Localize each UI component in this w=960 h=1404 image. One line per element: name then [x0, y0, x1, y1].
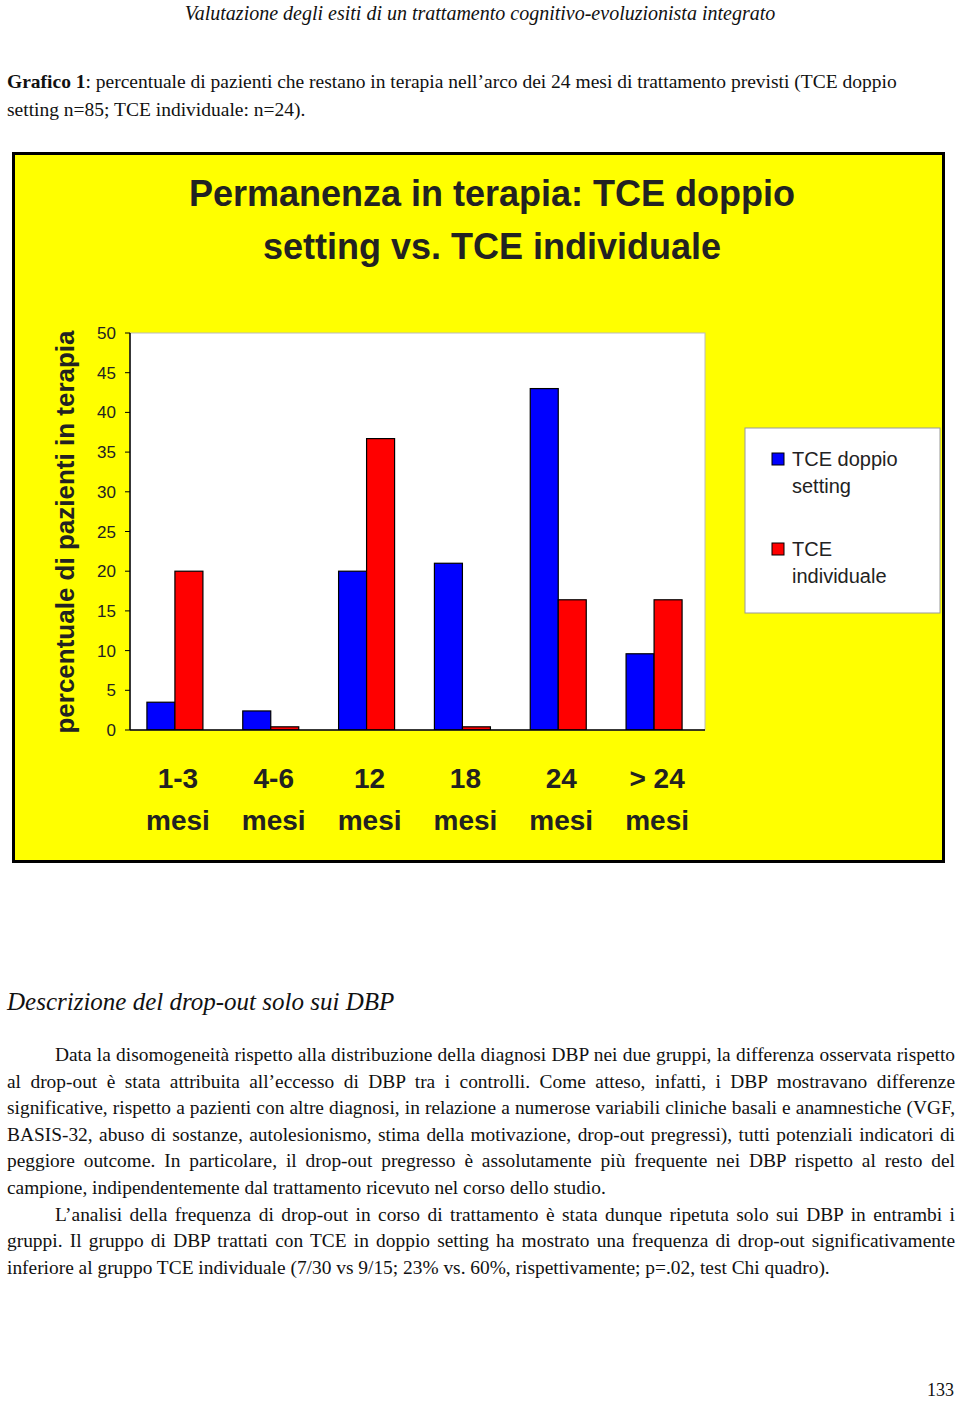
legend-box [745, 428, 940, 613]
bar [530, 389, 558, 730]
caption-text: : percentuale di pazienti che restano in… [7, 71, 897, 120]
y-tick-label: 40 [97, 403, 116, 422]
x-tick-label: 12mesi [338, 763, 402, 836]
bar [626, 654, 654, 730]
y-tick-label: 25 [97, 523, 116, 542]
x-tick-label: 4-6mesi [242, 763, 306, 836]
bar [339, 571, 367, 730]
legend-swatch [772, 543, 784, 555]
x-tick-label: > 24mesi [625, 763, 689, 836]
paragraph: Data la disomogeneità rispetto alla dist… [7, 1042, 955, 1202]
legend-label: TCE doppiosetting [792, 448, 898, 497]
x-tick-label: 1-3mesi [146, 763, 210, 836]
y-tick-label: 20 [97, 562, 116, 581]
running-title: Valutazione degli esiti di un trattament… [0, 2, 960, 25]
bar [147, 702, 175, 730]
legend-swatch [772, 453, 784, 465]
bar [175, 571, 203, 730]
x-axis-line [130, 729, 705, 731]
y-tick-label: 15 [97, 602, 116, 621]
x-tick-label: 24mesi [529, 763, 593, 836]
chart: Permanenza in terapia: TCE doppiosetting… [12, 152, 945, 863]
y-tick-label: 10 [97, 642, 116, 661]
y-axis-line [129, 333, 131, 730]
bar [243, 711, 271, 730]
bar [367, 439, 395, 730]
bars [147, 389, 682, 730]
paragraph: L’analisi della frequenza di drop-out in… [7, 1202, 955, 1282]
figure-caption: Grafico 1: percentuale di pazienti che r… [7, 68, 952, 124]
y-tick-label: 5 [107, 681, 116, 700]
legend-label: TCEindividuale [792, 538, 887, 587]
y-axis-label: percentuale di pazienti in terapia [50, 330, 80, 734]
y-tick-label: 35 [97, 443, 116, 462]
caption-label: Grafico 1 [7, 71, 86, 92]
bar [434, 563, 462, 730]
section-heading: Descrizione del drop-out solo sui DBP [7, 988, 394, 1016]
y-tick-label: 50 [97, 324, 116, 343]
chart-title: Permanenza in terapia: TCE doppiosetting… [189, 173, 795, 267]
bar [558, 600, 586, 730]
x-tick-label: 18mesi [434, 763, 498, 836]
page-number: 133 [927, 1380, 954, 1401]
plot-area [130, 333, 705, 730]
body-text: Data la disomogeneità rispetto alla dist… [7, 1042, 955, 1281]
bar [654, 600, 682, 730]
y-tick-label: 30 [97, 483, 116, 502]
chart-background [14, 154, 944, 862]
y-tick-label: 0 [107, 721, 116, 740]
y-tick-label: 45 [97, 364, 116, 383]
